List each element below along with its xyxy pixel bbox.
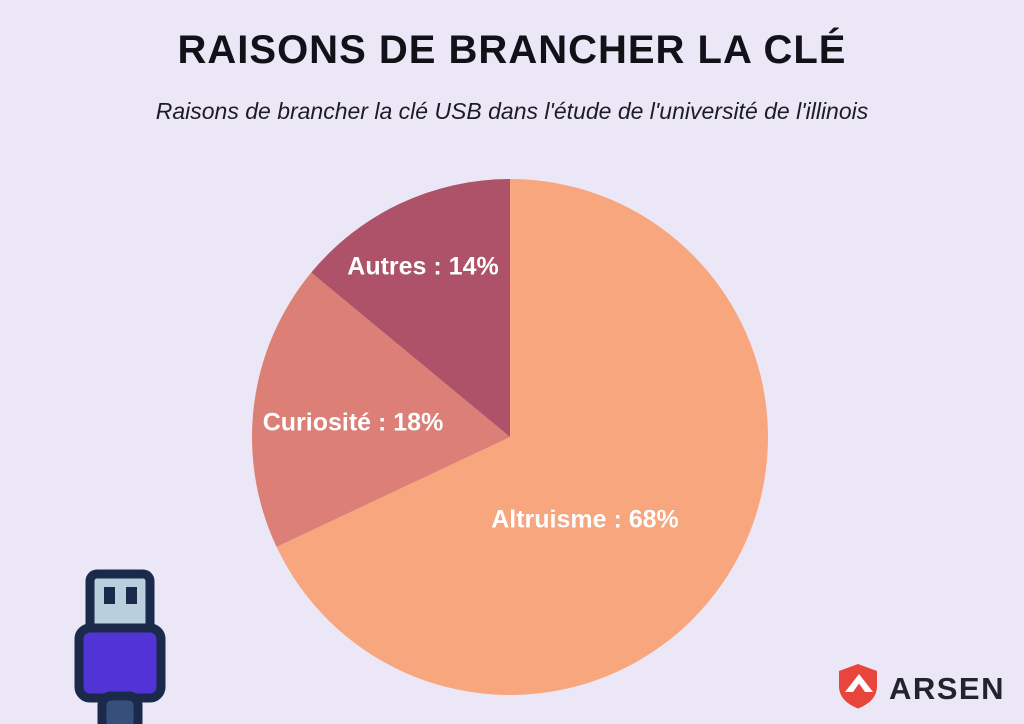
pie-slice-altruisme [276, 179, 768, 695]
pie-svg [251, 179, 768, 695]
pie-slice-curiosite [251, 272, 510, 547]
page-subtitle: Raisons de brancher la clé USB dans l'ét… [155, 98, 869, 124]
pie-chart: Autres : 14% Curiosité : 18% Altruisme :… [250, 177, 770, 697]
usb-plug-icon [70, 566, 170, 724]
brand-logo-text: ARSEN [888, 670, 1005, 706]
pie-label-altruisme: Altruisme : 68% [491, 505, 679, 534]
brand-logo: ARSEN [835, 662, 1005, 715]
pie-slice-autres [311, 179, 510, 437]
arsen-shield-icon [835, 662, 881, 715]
pie-label-curiosite: Curiosité : 18% [262, 408, 444, 437]
page-title: RAISONS DE BRANCHER LA CLÉ [177, 28, 847, 72]
pie-label-autres: Autres : 14% [347, 252, 499, 281]
